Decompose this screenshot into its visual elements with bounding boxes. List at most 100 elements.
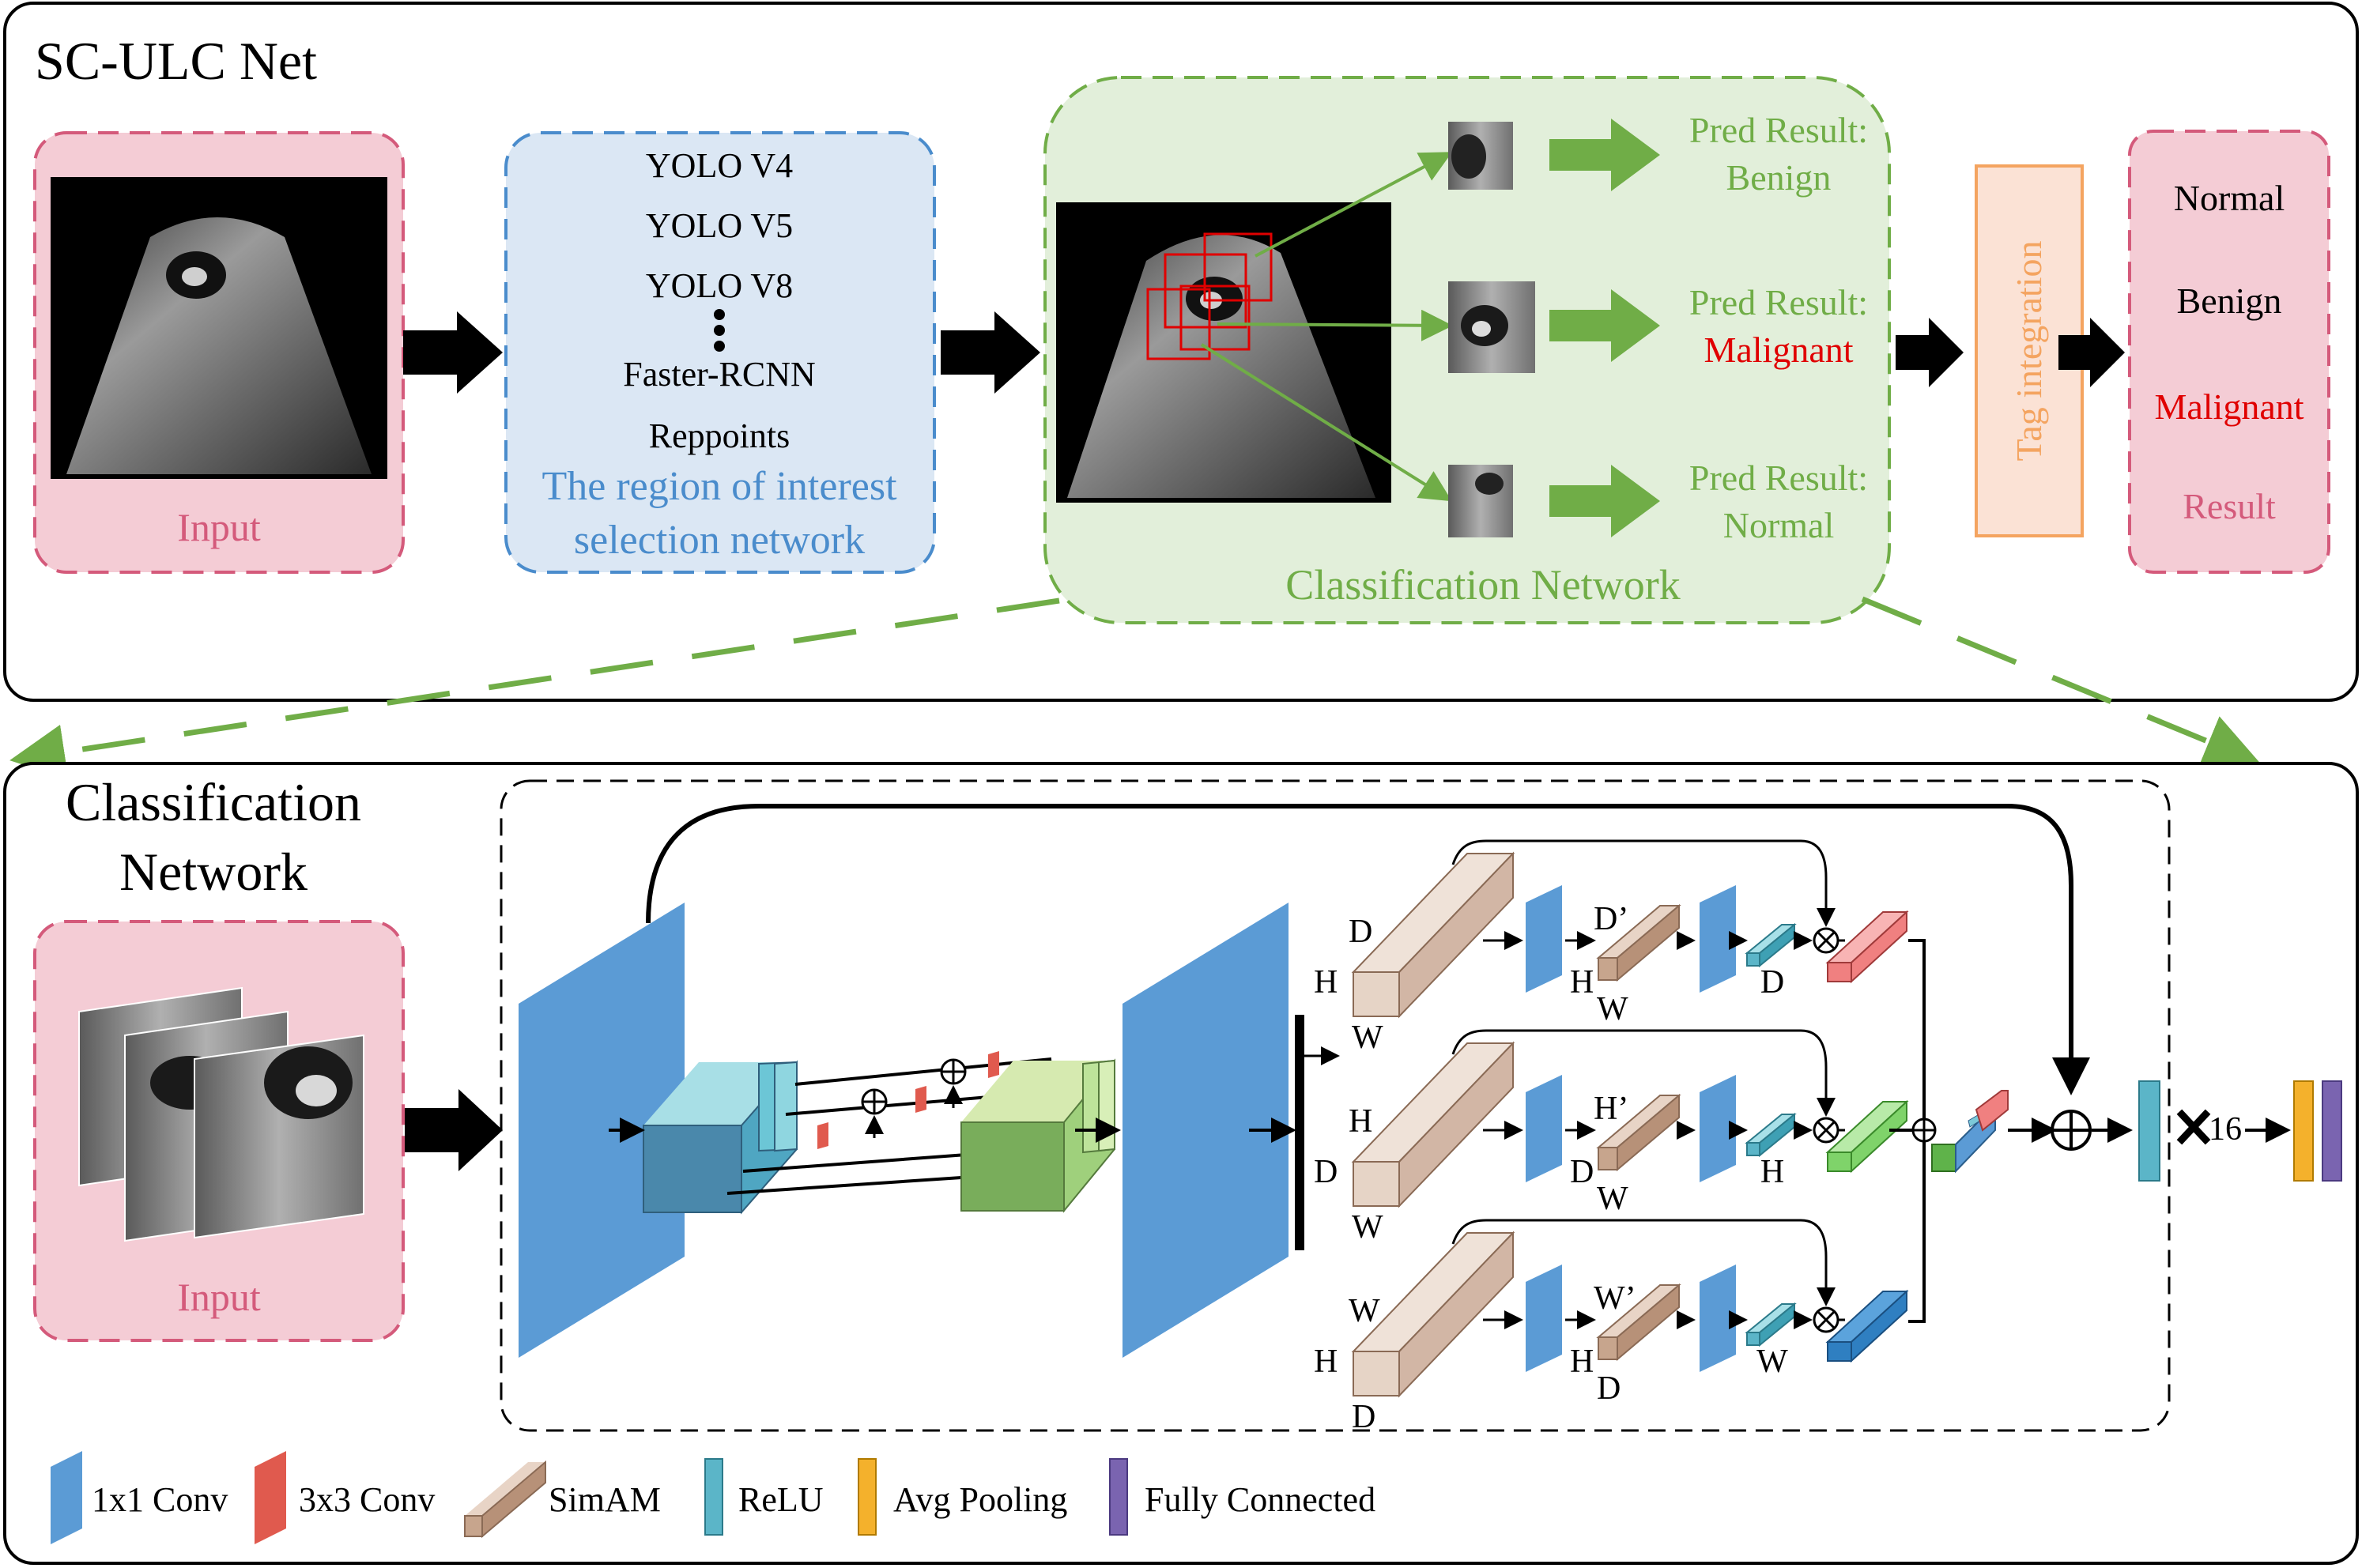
branch-3-small-left-label: H [1570,1344,1594,1380]
branch-1-output-side [1851,910,1907,984]
concat-operator [1911,1118,1937,1143]
residual-add-operator [2051,1110,2092,1151]
branch-3-small-top-label: W’ [1594,1280,1636,1317]
repeat-x-icon [2176,1109,2211,1145]
branch-3-big-top-label: W [1349,1293,1380,1329]
repeat-count: 16 [2209,1111,2242,1148]
flow-arrow-3 [1896,318,1964,387]
bottom-panel-title-line1: Classification [66,772,361,832]
flow-arrow-result [2058,318,2125,387]
legend-fully-connected: Fully Connected [1145,1480,1375,1519]
legend-3x3-conv: 3x3 Conv [299,1480,435,1519]
branch-2-out-label: H [1760,1154,1784,1190]
branch-2-conv-1 [1526,1075,1562,1182]
avg-pooling-icon [858,1458,877,1536]
branch-2-relu-front [1746,1142,1760,1156]
branch-3-small-simam-front [1598,1336,1618,1360]
branch-1-simam-side [1398,851,1514,1019]
branch-2-big-bottom-label: W [1352,1209,1383,1246]
result-normal: Normal [2174,178,2285,218]
concat-feature-stack [1931,1090,2009,1174]
result-malignant: Malignant [2154,386,2304,427]
bottom-input-label: Input [177,1275,261,1319]
conv-3x3-icon [255,1451,286,1544]
ultrasound-image-detected [1056,202,1391,503]
branch-2-small-simam-front [1598,1147,1618,1170]
legend-simam: SimAM [549,1480,661,1519]
branch-1-skip-curve [1451,839,1836,927]
branch-2-simam-front [1353,1161,1400,1207]
top-panel-title: SC-ULC Net [35,31,317,91]
ultrasound-image-input [51,177,387,479]
flow-arrow-2 [941,311,1040,394]
branch-3-simam-front [1353,1351,1400,1396]
branch-3-big-bottom-label: D [1352,1399,1375,1435]
bottom-panel-title-line2: Network [119,842,308,902]
module-frame [500,779,2171,1432]
branch-3-simam-side [1398,1231,1514,1398]
result-label: Result [2183,486,2276,526]
branch-1-big-bottom-label: W [1352,1020,1383,1056]
branch-3-small-simam-side [1617,1283,1680,1362]
branch-2-big-top-label: H [1349,1103,1372,1140]
pred-result-2-value: Malignant [1704,330,1853,370]
tag-integration-label: Tag integration [2009,240,2049,461]
branch-1-output-front [1827,962,1852,982]
zoom-connector-left [9,597,1060,780]
crop-arrows [1200,152,1453,502]
branch-1-conv-2 [1700,885,1736,993]
pred-result-2-prefix: Pred Result: [1689,282,1868,322]
branch-3-small-bottom-label: D [1597,1370,1621,1407]
result-benign: Benign [2177,281,2282,321]
ellipsis-dots [714,309,725,352]
conv-3x3-blocks [817,1051,999,1149]
branch-2-small-top-label: H’ [1594,1091,1628,1127]
conv-plane-left [519,903,685,1358]
branch-1-big-left-label: H [1314,964,1338,1001]
classification-network-label: Classification Network [1285,561,1680,609]
legend-1x1-conv: 1x1 Conv [92,1480,228,1519]
bottom-flow-arrow [405,1089,503,1171]
roi-model-reppoints: Reppoints [649,416,790,455]
roi-model-yolo-v8: YOLO V8 [646,266,793,305]
roi-selection-box [504,131,936,574]
branch-2-small-left-label: D [1570,1154,1594,1190]
detection-boxes [1146,232,1273,360]
branch-1-multiply-x2 [1817,931,1836,950]
branch-3-skip-curve [1451,1219,1836,1306]
branch-2-big-left-label: D [1314,1154,1338,1190]
branch-1-small-bottom-label: W [1597,991,1628,1027]
input-label: Input [177,505,261,549]
branch-2-simam-side [1398,1041,1514,1208]
branch-1-simam-front [1353,971,1400,1017]
branch-2-output-side [1851,1099,1907,1174]
branch-3-output-side [1851,1289,1907,1363]
pred-result-1-prefix: Pred Result: [1689,110,1868,150]
flow-arrow-1 [403,311,503,394]
legend-relu: ReLU [738,1480,824,1519]
roi-model-yolo-v5: YOLO V5 [646,206,793,245]
branch-3-conv-1 [1526,1265,1562,1372]
input-slice-stack [78,986,364,1242]
roi-network-label-line1: The region of interest [541,464,897,509]
zoom-connector-right [1861,596,2260,768]
branch-1-small-simam-front [1598,957,1618,981]
branch-2-conv-2 [1700,1075,1736,1182]
add-operators [861,1058,967,1115]
conv-1x1-icon [51,1451,82,1544]
crop-thumbnails [1448,122,1535,537]
simam-icon [464,1460,546,1539]
branch-1-relu-front [1746,952,1760,967]
roi-model-yolo-v4: YOLO V4 [646,146,793,185]
branch-2-small-simam-side [1617,1093,1680,1172]
branch-2-output-front [1827,1152,1852,1172]
branch-1-conv-1 [1526,885,1562,993]
pred-result-1-value: Benign [1726,157,1832,198]
feature-cube-right [960,1058,1115,1213]
pred-result-3-prefix: Pred Result: [1689,458,1868,498]
roi-network-label-line2: selection network [574,518,865,563]
branch-1-big-top-label: D [1349,914,1372,950]
branch-1-small-left-label: H [1570,964,1594,1001]
